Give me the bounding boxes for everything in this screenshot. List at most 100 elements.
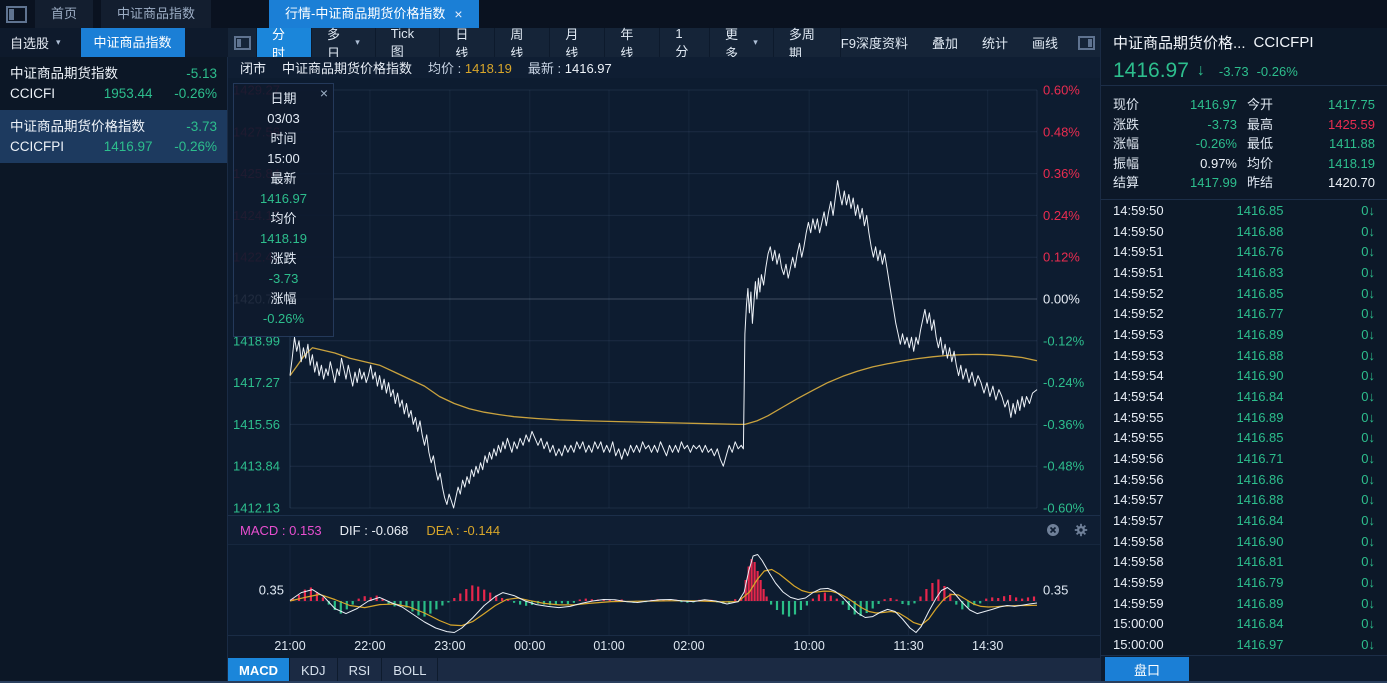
- tick-row[interactable]: 14:59:56 1416.86 0↓: [1101, 469, 1387, 490]
- watchlist-group-button[interactable]: 中证商品指数: [80, 28, 185, 57]
- close-tab-icon[interactable]: ×: [454, 6, 463, 22]
- tooltip-close-icon[interactable]: ×: [319, 85, 328, 101]
- tick-row[interactable]: 14:59:59 1416.89 0↓: [1101, 593, 1387, 614]
- tick-time: 14:59:59: [1113, 595, 1164, 611]
- order-book-button[interactable]: 盘口: [1105, 656, 1189, 681]
- toolbar-item-label: 分时: [272, 26, 286, 61]
- chart-column: 闭市 中证商品期货价格指数 均价 : 1418.19 最新 : 1416.97 …: [228, 57, 1100, 681]
- arrow-down-icon: ↓: [1368, 492, 1376, 508]
- tick-row[interactable]: 14:59:54 1416.90 0↓: [1101, 365, 1387, 386]
- tick-row[interactable]: 14:59:55 1416.85 0↓: [1101, 427, 1387, 448]
- toolbar-item-statistics[interactable]: 统计: [981, 36, 1008, 51]
- tick-row[interactable]: 14:59:58 1416.90 0↓: [1101, 531, 1387, 552]
- tick-price: 1416.89: [1236, 409, 1284, 425]
- indicator-tab-kdj[interactable]: KDJ: [290, 658, 338, 681]
- y-axis-price-label: 1413.84: [233, 459, 280, 474]
- y-axis-pct-label: 0.48%: [1043, 124, 1080, 139]
- tick-row[interactable]: 15:00:00 1416.97 0↓: [1101, 634, 1387, 655]
- price-chart[interactable]: 1429.270.60%1427.560.48%1425.840.36%1424…: [228, 78, 1100, 515]
- tick-row[interactable]: 14:59:58 1416.81 0↓: [1101, 551, 1387, 572]
- x-axis-time-label: 14:30: [972, 639, 1004, 653]
- tick-row[interactable]: 14:59:55 1416.89 0↓: [1101, 407, 1387, 428]
- tick-row[interactable]: 14:59:50 1416.85 0↓: [1101, 200, 1387, 221]
- macd-header: MACD : 0.153 DIF : -0.068 DEA : -0.144: [228, 515, 1100, 545]
- toolbar-item-multi-day[interactable]: 多日 ▾: [312, 27, 376, 61]
- panel-collapse-right-icon[interactable]: [1072, 28, 1100, 57]
- tab-csi-commodity-index[interactable]: 中证商品指数: [101, 0, 212, 28]
- tick-volume: 0↓: [1341, 327, 1375, 342]
- tick-row[interactable]: 14:59:50 1416.88 0↓: [1101, 221, 1387, 242]
- tick-time: 14:59:57: [1113, 512, 1164, 528]
- y-axis-price-label: 1418.99: [233, 333, 280, 348]
- toolbar-item-multi-period[interactable]: 多周期: [774, 27, 841, 61]
- tick-volume-value: 0: [1361, 244, 1369, 260]
- toolbar-item-1min[interactable]: 1分: [660, 26, 711, 59]
- toolbar-item-weekly[interactable]: 周线: [495, 27, 551, 61]
- tick-row[interactable]: 14:59:59 1416.79 0↓: [1101, 572, 1387, 593]
- watchlist-dropdown[interactable]: 自选股 ▾: [10, 33, 61, 52]
- tick-row[interactable]: 14:59:53 1416.89 0↓: [1101, 324, 1387, 345]
- y-axis-pct-label: -0.12%: [1043, 333, 1085, 348]
- arrow-down-icon: ↓: [1368, 306, 1376, 322]
- chart-header: 闭市 中证商品期货价格指数 均价 : 1418.19 最新 : 1416.97: [228, 57, 1100, 78]
- tick-row[interactable]: 14:59:57 1416.88 0↓: [1101, 489, 1387, 510]
- toolbar-item-minute[interactable]: 分时: [256, 27, 312, 61]
- arrow-down-icon: ↓: [1196, 62, 1205, 79]
- arrow-down-icon: ↓: [1368, 616, 1376, 632]
- tick-row[interactable]: 14:59:54 1416.84 0↓: [1101, 386, 1387, 407]
- watchlist-item-CCICFPI[interactable]: 中证商品期货价格指数 -3.73 CCICFPI 1416.97 -0.26%: [0, 110, 227, 163]
- tick-volume-value: 0: [1361, 533, 1369, 549]
- stat-label-open: 今开: [1247, 97, 1274, 112]
- indicator-close-icon[interactable]: [1046, 523, 1060, 537]
- tick-row[interactable]: 14:59:57 1416.84 0↓: [1101, 510, 1387, 531]
- tick-row[interactable]: 14:59:56 1416.71 0↓: [1101, 448, 1387, 469]
- tab-quote-cci-price-index[interactable]: 行情-中证商品期货价格指数 ×: [269, 0, 479, 28]
- sub-bar: 自选股 ▾ 中证商品指数 分时 多日 ▾ Tick图 日线 周线 月线 年线 1分 更多 ▾ 多周期 …: [0, 26, 1100, 61]
- tick-row[interactable]: 14:59:52 1416.77 0↓: [1101, 303, 1387, 324]
- tick-row[interactable]: 14:59:52 1416.85 0↓: [1101, 283, 1387, 304]
- toolbar-item-f9-depth[interactable]: F9深度资料: [840, 36, 908, 51]
- tick-list[interactable]: 14:59:50 1416.85 0↓ 14:59:50 1416.88 0↓ 14:59:…: [1101, 200, 1387, 655]
- toolbar-item-tick[interactable]: Tick图: [376, 26, 441, 59]
- toolbar-item-overlay[interactable]: 叠加: [931, 36, 958, 51]
- tick-volume-value: 0: [1361, 368, 1369, 384]
- toolbar-item-draw-line[interactable]: 画线: [1031, 36, 1058, 51]
- tick-volume-value: 0: [1361, 264, 1369, 280]
- tick-price: 1416.84: [1236, 388, 1284, 404]
- tick-time: 14:59:56: [1113, 450, 1164, 466]
- macd-chart[interactable]: 0.35 0.35: [228, 545, 1100, 635]
- indicator-tab-boll[interactable]: BOLL: [382, 658, 439, 681]
- indicator-tab-rsi[interactable]: RSI: [338, 658, 383, 681]
- tooltip-value: 15:00: [267, 151, 300, 166]
- watchlist-item-CCICFI[interactable]: 中证商品期货指数 -5.13 CCICFI 1953.44 -0.26%: [0, 57, 227, 110]
- instrument-pct: -0.26%: [174, 139, 217, 154]
- toolbar-item-more[interactable]: 更多 ▾: [710, 27, 774, 61]
- panel-collapse-left-icon[interactable]: [228, 28, 256, 57]
- arrow-down-icon: ↓: [1368, 347, 1376, 363]
- toolbar-item-yearly[interactable]: 年线: [605, 27, 661, 61]
- tick-volume-value: 0: [1361, 616, 1369, 632]
- instrument-name: 中证商品期货指数: [10, 66, 118, 81]
- gear-icon[interactable]: [1074, 523, 1088, 537]
- tick-row[interactable]: 14:59:53 1416.88 0↓: [1101, 345, 1387, 366]
- chevron-down-icon: ▾: [753, 37, 758, 47]
- tick-row[interactable]: 15:00:00 1416.84 0↓: [1101, 613, 1387, 634]
- tick-price: 1416.81: [1236, 554, 1284, 570]
- tick-row[interactable]: 14:59:51 1416.76 0↓: [1101, 241, 1387, 262]
- tick-volume-value: 0: [1361, 512, 1369, 528]
- tab-home[interactable]: 首页: [35, 0, 94, 28]
- tick-price: 1416.84: [1236, 616, 1284, 632]
- sidebar-toggle-icon[interactable]: [6, 5, 27, 23]
- y-axis-pct-label: -0.60%: [1043, 501, 1085, 516]
- stat-value-low: 1411.88: [1328, 136, 1375, 151]
- stat-value-current: 1416.97: [1190, 97, 1237, 112]
- tick-row[interactable]: 14:59:51 1416.83 0↓: [1101, 262, 1387, 283]
- tick-volume: 0↓: [1341, 224, 1375, 239]
- indicator-tab-macd[interactable]: MACD: [228, 658, 290, 681]
- x-axis-time-label: 23:00: [434, 639, 466, 653]
- arrow-down-icon: ↓: [1368, 264, 1376, 280]
- toolbar-item-daily[interactable]: 日线: [440, 27, 496, 61]
- tick-volume-value: 0: [1361, 574, 1369, 590]
- tick-price: 1416.88: [1236, 223, 1284, 239]
- toolbar-item-monthly[interactable]: 月线: [550, 27, 606, 61]
